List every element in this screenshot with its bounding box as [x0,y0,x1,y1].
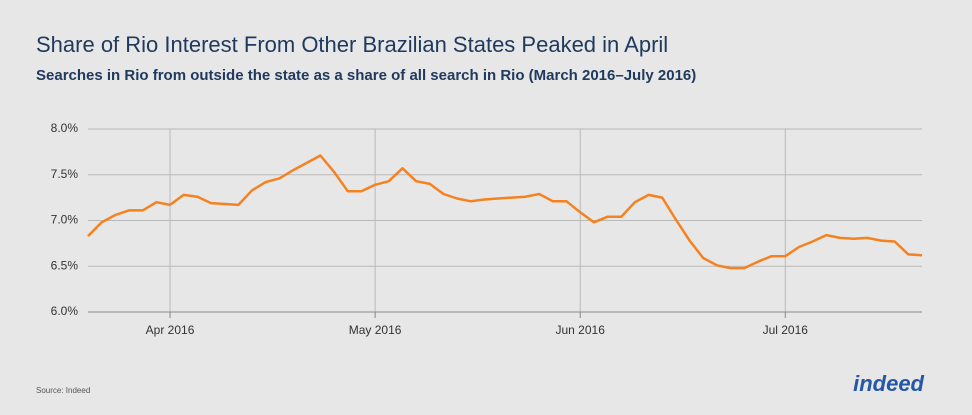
source-note: Source: Indeed [36,386,90,395]
x-tick-label: Jul 2016 [763,323,809,337]
y-tick-label: 8.0% [51,121,79,135]
logo: indeed [853,371,924,396]
chart-title: Share of Rio Interest From Other Brazili… [36,32,668,57]
x-tick-label: Jun 2016 [556,323,606,337]
y-tick-label: 6.5% [51,258,79,272]
y-tick-label: 7.5% [51,167,79,181]
x-tick-label: Apr 2016 [146,323,195,337]
y-tick-label: 7.0% [51,213,79,227]
x-tick-label: May 2016 [349,323,402,337]
chart-subtitle: Searches in Rio from outside the state a… [36,67,696,84]
y-tick-label: 6.0% [51,304,79,318]
line-series [87,154,923,270]
